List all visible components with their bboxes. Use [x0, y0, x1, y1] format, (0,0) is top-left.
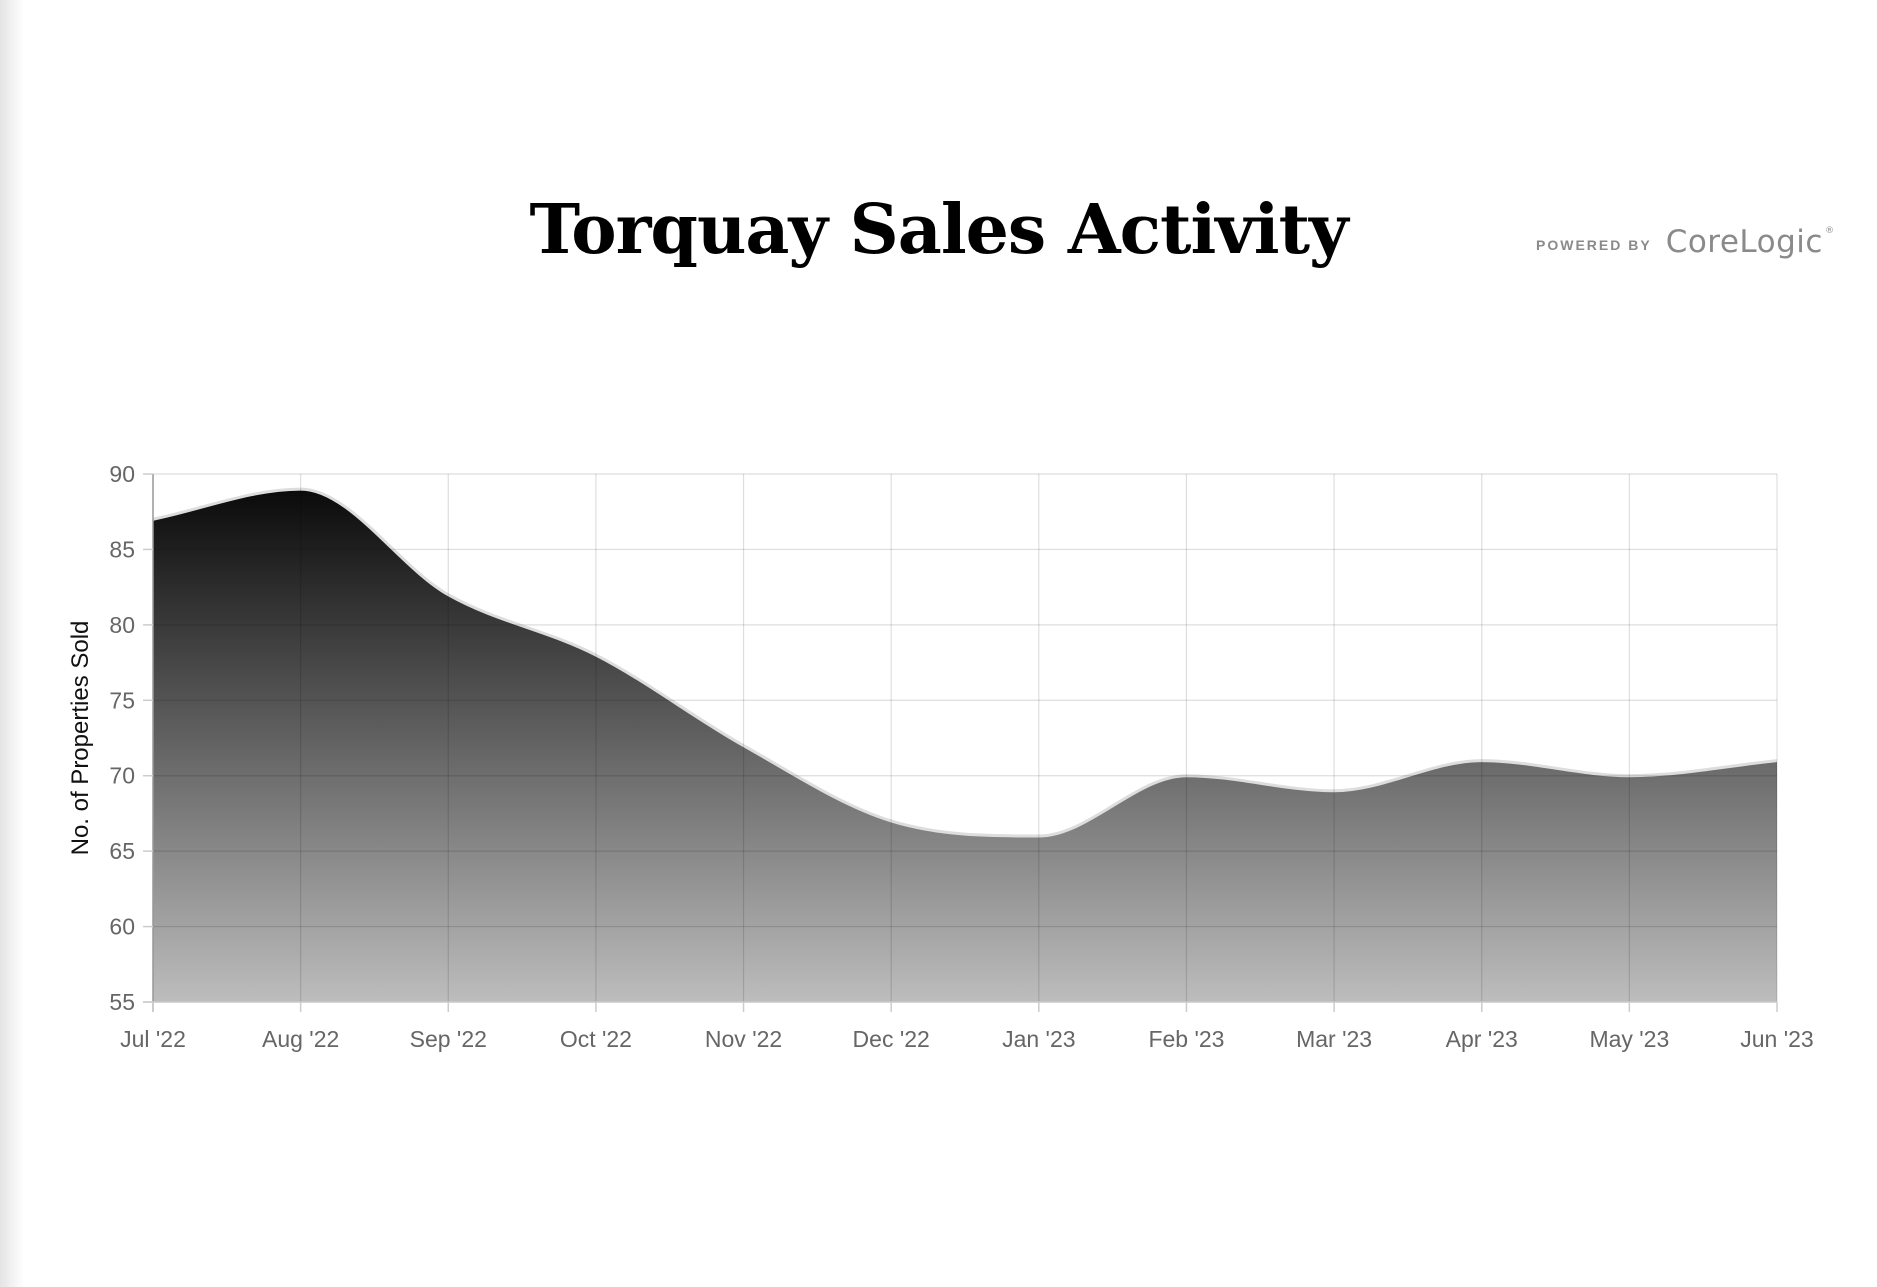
area-layer	[152, 487, 1778, 1003]
x-tick-label: Jan '23	[1002, 1026, 1075, 1052]
x-tick-label: Oct '22	[560, 1026, 632, 1052]
y-tick-label: 75	[109, 687, 135, 713]
data-point	[1331, 788, 1337, 794]
x-tick-label: Dec '22	[853, 1026, 930, 1052]
data-point	[150, 516, 156, 522]
data-point	[741, 743, 747, 749]
y-tick-label: 55	[109, 989, 135, 1015]
y-axis-title: No. of Properties Sold	[67, 621, 94, 856]
axis-layer	[143, 473, 1778, 1012]
y-tick-label: 60	[109, 914, 135, 940]
powered-by-label: POWERED BY	[1536, 237, 1652, 253]
data-point	[445, 592, 451, 598]
data-point	[1036, 833, 1042, 839]
corelogic-logo: POWERED BY CoreLogic ®	[1536, 222, 1834, 258]
x-tick-label: Nov '22	[705, 1026, 782, 1052]
series-line	[152, 487, 1778, 838]
x-tick-label: Jun '23	[1740, 1026, 1813, 1052]
y-tick-label: 70	[109, 763, 135, 789]
x-tick-label: Mar '23	[1296, 1026, 1372, 1052]
data-point	[1626, 773, 1632, 779]
label-layer: 55 60 65 70 75 80 85 90 Jul '22 Aug '22 Sep '22 Oct…	[67, 461, 1814, 1052]
data-point	[1479, 758, 1485, 764]
y-tick-label: 90	[109, 461, 135, 487]
data-point	[1183, 773, 1189, 779]
chart-title: Torquay Sales Activity	[529, 190, 1348, 270]
x-tick-label: Feb '23	[1148, 1026, 1224, 1052]
data-point	[888, 818, 894, 824]
data-point	[1774, 758, 1780, 764]
brand-name: CoreLogic	[1665, 224, 1823, 260]
x-tick-label: Apr '23	[1446, 1026, 1518, 1052]
x-tick-label: Aug '22	[262, 1026, 339, 1052]
y-tick-label: 80	[109, 612, 135, 638]
y-tick-label: 65	[109, 838, 135, 864]
x-tick-label: Sep '22	[410, 1026, 487, 1052]
left-edge-shadow	[0, 0, 24, 1287]
area-fill	[153, 489, 1777, 1003]
data-point	[593, 652, 599, 658]
x-tick-label: May '23	[1589, 1026, 1669, 1052]
registered-mark: ®	[1824, 226, 1834, 236]
data-point	[298, 486, 304, 492]
y-tick-label: 85	[109, 536, 135, 562]
x-tick-label: Jul '22	[120, 1026, 186, 1052]
